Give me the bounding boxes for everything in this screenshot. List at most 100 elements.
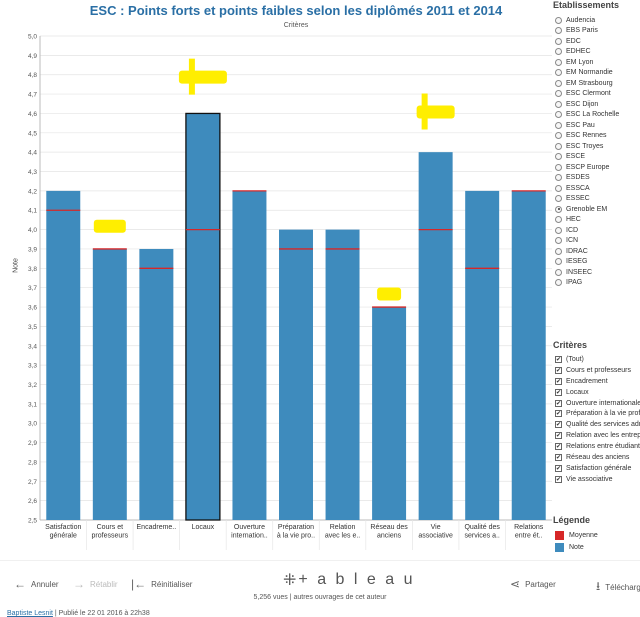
critere-option[interactable]: ✔ Cours et professeurs (555, 365, 640, 376)
etablissement-option[interactable]: ESSCA (555, 183, 640, 193)
etablissement-option[interactable]: ESCP Europe (555, 162, 640, 172)
bar-note[interactable] (465, 190, 500, 520)
bar-note[interactable] (372, 307, 407, 520)
etablissement-label: ESCE (566, 153, 586, 160)
etablissement-label: ESCP Europe (566, 163, 610, 171)
y-tick-label: 3,1 (28, 401, 37, 408)
critere-option[interactable]: ✔ Préparation à la vie professionnelle (555, 408, 640, 419)
critere-label: Qualité des services administratifs (566, 421, 640, 429)
critere-option[interactable]: ✔ Ouverture internationale (555, 398, 640, 409)
etablissement-option[interactable]: EBS Paris (555, 26, 640, 36)
checkbox-icon: ✔ (555, 388, 562, 396)
etablissement-option[interactable]: EDHEC (555, 47, 640, 57)
etablissement-option[interactable]: ESC Pau (555, 120, 640, 130)
bar-note[interactable] (232, 190, 267, 520)
critere-option[interactable]: ✔ Relation avec les entreprises (555, 430, 640, 441)
x-tick-label: Relation (330, 524, 356, 531)
chart-subtitle: Critères (283, 22, 309, 29)
checkbox-icon: ✔ (555, 366, 562, 374)
etablissement-label: EDC (566, 37, 581, 45)
views-count: 5,256 vues | autres ouvrages de cet aute… (253, 594, 387, 601)
etablissements-list[interactable]: Audencia EBS Paris EDC EDHEC EM Lyon EM Norma… (555, 15, 640, 340)
undo-button[interactable]: ← Annuler (14, 577, 59, 591)
bar-note[interactable] (92, 248, 127, 520)
etablissement-option[interactable]: ESCE (555, 152, 640, 162)
y-tick-label: 4,5 (28, 130, 37, 137)
bar-chart[interactable]: 2,5 2,6 2,7 2,8 2,9 3,0 3,1 3,2 3,3 3,4 3,5 3,6 3,7 3… (0, 0, 552, 560)
bar-note[interactable] (418, 152, 453, 520)
y-tick-label: 3,6 (28, 305, 37, 312)
critere-option[interactable]: ✔ Qualité des services administratifs (555, 419, 640, 430)
y-tick-label: 2,5 (28, 518, 37, 525)
radio-icon (555, 27, 562, 34)
etablissement-option[interactable]: EDC (555, 36, 640, 46)
etablissement-option[interactable]: ESC Rennes (555, 131, 640, 141)
y-tick-label: 2,6 (28, 498, 37, 505)
etablissement-label: ESC Troyes (566, 142, 604, 150)
redo-button[interactable]: → Rétablir (73, 577, 118, 591)
etablissement-label: ESSEC (566, 195, 590, 202)
download-button[interactable]: ⭳ Télécharger (596, 577, 640, 598)
x-tick-label: associative (418, 533, 453, 540)
tableau-logo[interactable]: ⁜ + a b l e a u (283, 570, 415, 590)
etablissement-option[interactable]: ICN (555, 236, 640, 246)
etablissement-option[interactable]: IESEG (555, 257, 640, 267)
critere-label: Préparation à la vie professionnelle (566, 410, 640, 418)
etablissement-option[interactable]: HEC (555, 215, 640, 225)
etablissement-option[interactable]: EM Normandie (555, 68, 640, 78)
critere-option[interactable]: ✔ Relations entre étudiants (555, 441, 640, 452)
etablissement-option[interactable]: IPAG (555, 278, 640, 288)
y-tick-label: 2,7 (28, 479, 37, 486)
etablissement-option[interactable]: ESDES (555, 173, 640, 183)
bar-note[interactable] (185, 112, 221, 521)
x-tick-label: internation.. (231, 533, 268, 540)
etablissement-label: ESC Clermont (566, 90, 611, 97)
etablissement-option[interactable]: EM Strasbourg (555, 78, 640, 88)
radio-icon (555, 195, 562, 202)
y-tick-label: 5,0 (28, 34, 37, 41)
critere-option[interactable]: ✔ (Tout) (555, 354, 640, 365)
y-tick-label: 4,1 (28, 208, 37, 215)
chart-area: ESC : Points forts et points faibles sel… (0, 0, 552, 560)
critere-label: (Tout) (566, 355, 584, 363)
etablissement-option[interactable]: ESC La Rochelle (555, 110, 640, 120)
etablissement-option[interactable]: INSEEC (555, 267, 640, 277)
etablissement-option[interactable]: ESC Dijon (555, 99, 640, 109)
reset-button[interactable]: |← Réinitialiser (131, 577, 192, 591)
critere-option[interactable]: ✔ Réseau des anciens (555, 452, 640, 463)
critere-option[interactable]: ✔ Vie associative (555, 474, 640, 485)
checkbox-icon: ✔ (555, 410, 562, 418)
etablissement-option[interactable]: ESC Troyes (555, 141, 640, 151)
etablissement-option[interactable]: IDRAC (555, 246, 640, 256)
criteres-list[interactable]: ✔ (Tout) ✔ Cours et professeurs ✔ Encadrement… (555, 354, 640, 485)
etablissement-option[interactable]: EM Lyon (555, 57, 640, 67)
checkbox-icon: ✔ (555, 453, 562, 461)
bar-note[interactable] (325, 229, 360, 520)
bar-note[interactable] (511, 190, 546, 520)
etablissement-option[interactable]: ICD (555, 225, 640, 235)
etablissement-option[interactable]: Audencia (555, 15, 640, 25)
y-tick-label: 3,0 (28, 421, 37, 428)
critere-option[interactable]: ✔ Satisfaction générale (555, 463, 640, 474)
etablissement-option[interactable]: Grenoble EM (555, 204, 640, 214)
share-button[interactable]: ⋖ Partager (510, 577, 556, 591)
etablissement-label: EDHEC (566, 48, 591, 55)
etablissement-option[interactable]: ESC Clermont (555, 89, 640, 99)
bar-note[interactable] (46, 190, 81, 520)
checkbox-icon: ✔ (555, 355, 562, 363)
download-label: Télécharger (605, 583, 640, 592)
etablissements-title: Etablissements (553, 0, 620, 10)
critere-option[interactable]: ✔ Locaux (555, 387, 640, 398)
share-label: Partager (525, 579, 556, 589)
checkbox-icon: ✔ (555, 377, 562, 385)
bar-note[interactable] (139, 248, 174, 520)
radio-icon (555, 121, 562, 129)
radio-icon (555, 37, 562, 45)
x-tick-label: Encadreme.. (137, 524, 177, 531)
radio-icon (555, 153, 562, 160)
legend-list: Moyenne Note (555, 529, 640, 553)
critere-option[interactable]: ✔ Encadrement (555, 376, 640, 387)
bar-note[interactable] (279, 229, 313, 520)
etablissement-option[interactable]: ESSEC (555, 194, 640, 204)
x-tick-label: services a.. (464, 533, 499, 540)
